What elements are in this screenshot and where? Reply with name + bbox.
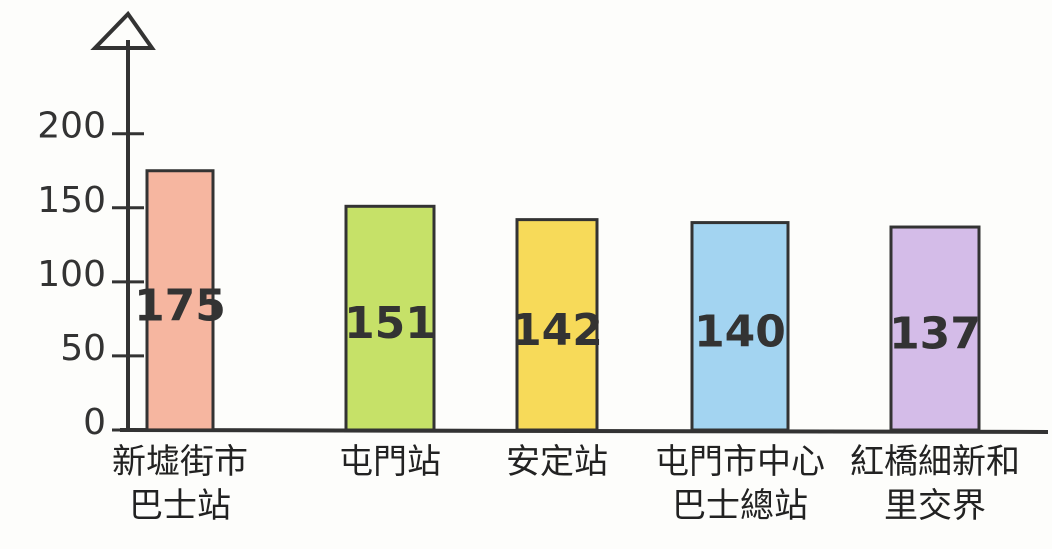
y-tick-label: 50 [60, 328, 106, 369]
bar [344, 204, 436, 432]
x-tick-label: 紅橋細新和里交界 [850, 442, 1020, 526]
value-label: 151 [344, 298, 436, 349]
x-tick-label: 屯門站 [339, 442, 441, 482]
x-tick-label: 屯門市中心巴士總站 [655, 442, 825, 526]
bar [515, 218, 599, 432]
bar [889, 225, 981, 432]
y-tick-label: 100 [37, 254, 106, 295]
value-label: 175 [134, 280, 226, 331]
bar [690, 221, 790, 432]
y-tick-label: 200 [37, 106, 106, 147]
value-label: 142 [511, 305, 603, 356]
y-tick-label: 0 [83, 402, 106, 443]
y-axis-arrow [90, 10, 156, 50]
x-tick-label: 安定站 [506, 442, 608, 482]
y-tick-label: 150 [37, 180, 106, 221]
bar [145, 169, 215, 432]
value-label: 137 [889, 309, 981, 360]
x-tick-label: 新墟街市巴士站 [112, 442, 248, 526]
value-label: 140 [694, 306, 786, 357]
